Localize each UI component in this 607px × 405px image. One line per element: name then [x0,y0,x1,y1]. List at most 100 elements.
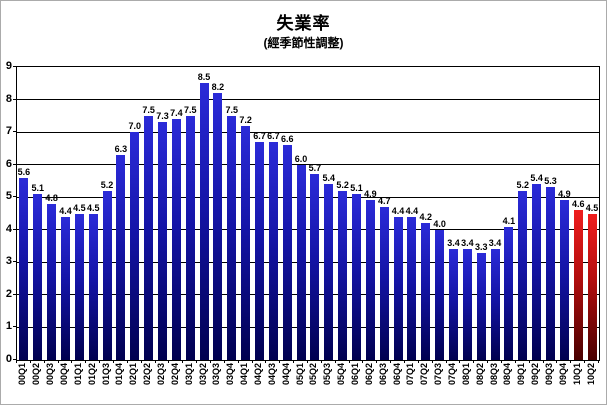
x-axis-tick-label-text: 00Q1 [17,363,28,386]
bar-value-label: 4.4 [405,205,419,216]
bar [144,115,154,360]
x-axis-tick-label-text: 04Q3 [266,363,277,386]
y-axis-tick [13,326,16,328]
x-axis-tick-label: 02Q3 [156,363,167,404]
bar-value-label: 7.3 [156,111,169,122]
x-axis-tick-label-text: 10Q2 [585,363,596,386]
plot-area: 5.6 5.1 4.8 4.4 4.5 4.5 5.2 6.3 7.0 7.5 7.3 7.4 7.5 8… [16,66,600,361]
x-axis-tick-label: 09Q3 [544,363,555,404]
x-axis-tick [154,360,156,363]
gridline [17,229,599,231]
gridline [17,164,599,166]
x-axis-tick [140,360,142,363]
bar [365,200,375,360]
x-axis-tick-label-text: 06Q3 [377,363,388,386]
bar [19,177,29,360]
y-axis-tick [13,261,16,263]
x-axis-tick [307,360,308,363]
y-axis-tick-label: 6 [5,157,12,170]
x-axis-tick-label: 06Q3 [377,363,389,404]
x-axis-tick-label: 03Q1 [184,363,195,404]
x-axis-tick [542,360,544,363]
y-axis-tick-label: 3 [5,255,12,268]
x-axis-tick-label-text: 02Q3 [156,363,166,386]
x-axis-tick-label: 02Q1 [128,363,139,404]
x-axis-tick-label: 01Q2 [87,363,98,404]
bar [449,249,458,360]
x-axis-tick-label: 08Q1 [461,363,472,404]
x-axis-tick-label-text: 05Q4 [336,363,347,386]
x-axis-tick [487,360,489,363]
x-axis-tick [528,360,530,363]
y-axis-tick [13,359,16,360]
x-axis-tick-label: 09Q1 [516,363,527,404]
bar [61,216,70,360]
bar-value-label: 5.1 [31,182,45,193]
x-axis-tick [265,360,267,363]
bar-value-label: 8.2 [211,82,225,93]
bar [490,249,500,360]
x-axis-tick-label-text: 06Q1 [350,363,360,386]
x-axis-tick-label: 08Q3 [488,363,500,404]
bar [199,83,209,360]
x-axis-tick-label: 03Q2 [198,363,209,404]
chart-subtitle: (經季節性調整) [263,36,344,50]
bar-highlighted [587,213,597,360]
x-axis-tick-label: 06Q1 [350,363,361,404]
bar [102,190,112,360]
x-axis-tick-label: 05Q4 [336,363,347,404]
x-axis-tick-label-text: 10Q1 [571,363,582,386]
bar-value-label: 4.0 [433,218,446,229]
bar [504,226,514,360]
x-axis-tick-label: 08Q4 [502,363,513,404]
gridline [17,261,599,263]
x-axis-tick [279,360,281,363]
y-axis-tick-label: 7 [5,125,12,138]
bar-value-label: 4.9 [364,189,377,200]
x-axis-tick-label-text: 09Q3 [544,363,554,386]
bar [282,145,292,360]
bar [462,249,472,360]
bar-value-label: 7.2 [239,114,252,125]
bar-value-label: 5.1 [350,182,363,193]
bar [352,193,361,360]
bar [88,213,98,360]
x-axis-tick-label: 03Q4 [225,363,236,404]
x-axis-tick-label: 01Q1 [73,363,84,404]
bar [185,115,195,360]
bar-value-label: 3.4 [488,238,502,249]
bar-value-label: 4.4 [59,205,72,216]
x-axis-tick-label: 02Q4 [169,363,181,404]
bar [476,252,486,360]
x-axis-tick [376,360,378,363]
x-axis-tick [459,360,461,363]
bar-value-label: 5.6 [17,166,31,177]
bar [255,141,264,360]
x-axis-tick-label: 05Q1 [294,363,306,404]
x-axis-tick-label: 01Q3 [101,363,112,404]
x-axis-tick-label: 07Q1 [405,363,416,404]
x-axis-tick-label-text: 09Q4 [557,363,568,386]
bar [47,203,57,360]
x-axis-tick-label-text: 05Q1 [294,363,305,386]
bar-value-label: 5.4 [530,173,543,184]
x-axis-tick-label-text: 08Q3 [488,363,499,386]
x-axis-tick-label-text: 00Q2 [31,363,42,386]
bar-value-label: 4.2 [419,212,433,223]
x-axis-tick-label-text: 06Q4 [391,363,402,386]
bar-value-label: 5.4 [322,173,336,184]
x-axis-tick [99,360,101,363]
x-axis-tick [598,360,599,363]
x-axis-tick-label-text: 08Q2 [474,363,485,386]
bar-highlighted [573,210,583,360]
x-axis-tick [29,360,31,363]
x-axis-tick [210,360,211,363]
y-axis-tick [13,98,16,100]
x-axis-tick [43,360,45,363]
x-axis-tick-label: 06Q4 [391,363,403,404]
bar-value-label: 6.0 [294,153,308,164]
bar [379,207,389,360]
x-axis-tick-label-text: 02Q4 [169,363,180,386]
x-axis-tick-label: 03Q3 [211,363,222,404]
y-axis-tick-label: 2 [5,287,12,300]
